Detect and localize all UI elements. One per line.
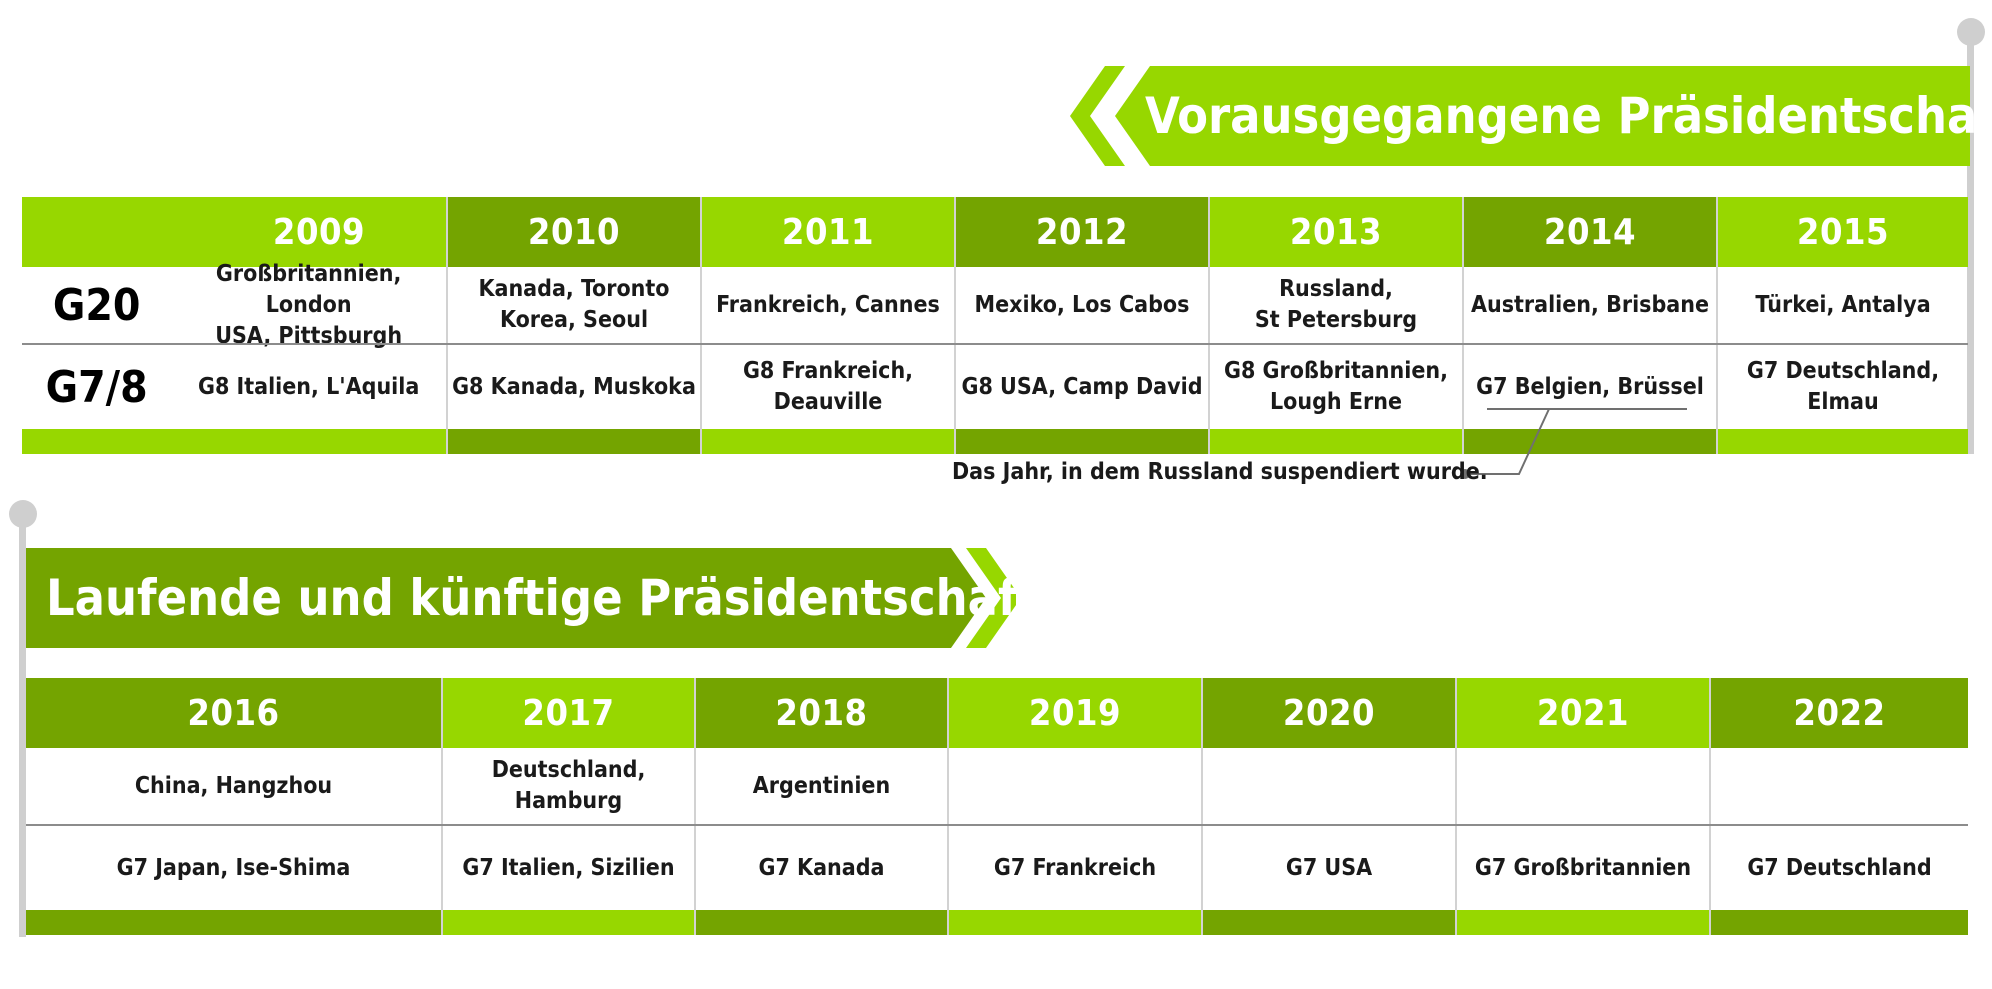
g7-location: G8 Großbritannien, Lough Erne [1210, 345, 1464, 429]
year-label: 2018 [775, 692, 868, 734]
footer-bar-segment [949, 910, 1203, 935]
year-cell-2021: 2021 [1457, 678, 1711, 748]
past-banner-shape [1070, 66, 1970, 166]
past-g20-row: G20 Großbritannien, London USA, Pittsbur… [22, 261, 1968, 349]
year-cell-2020: 2020 [1203, 678, 1457, 748]
g20-location [949, 748, 1203, 824]
footer-bar-segment [956, 429, 1210, 454]
g20-location: Argentinien [696, 748, 949, 824]
footer-bar-segment [702, 429, 956, 454]
footer-bar-segment [22, 429, 448, 454]
footer-bar-segment [448, 429, 702, 454]
year-label: 2013 [1289, 211, 1383, 253]
g20-location: Kanada, Toronto Korea, Seoul [448, 267, 702, 343]
year-label: 2010 [527, 211, 621, 253]
future-g7-row: G7 Japan, Ise-Shima G7 Italien, Sizilien… [26, 826, 1968, 910]
future-g20-row: China, Hangzhou Deutschland, Hamburg Arg… [26, 748, 1968, 824]
past-banner-title: Vorausgegangene Präsidentschaften [1145, 87, 1992, 145]
past-year-header-row: 2009 2010 2011 2012 2013 2014 2015 [22, 197, 1968, 267]
g20-location: Mexiko, Los Cabos [956, 267, 1210, 343]
g7-location: G7 Kanada [696, 826, 949, 910]
g20-location [1711, 748, 1968, 824]
g20-location [1457, 748, 1711, 824]
year-label: 2021 [1536, 692, 1630, 734]
year-label: 2019 [1028, 692, 1122, 734]
year-cell-2018: 2018 [696, 678, 949, 748]
footer-bar-segment [1711, 910, 1968, 935]
year-cell-2013: 2013 [1210, 197, 1464, 267]
year-cell-2009: 2009 [22, 197, 448, 267]
annotation-leader-line [1460, 408, 1687, 479]
g7-location: G7 Deutschland, Elmau [1746, 358, 1940, 415]
year-cell-2014: 2014 [1464, 197, 1718, 267]
row-divider [26, 824, 1968, 826]
g7-location: G7 Belgien, Brüssel [1464, 345, 1718, 429]
g20-location: Australien, Brisbane [1464, 267, 1718, 343]
footer-bar-segment [1464, 429, 1718, 454]
g7-location: G8 Italien, L'Aquila [197, 373, 420, 400]
year-label: 2015 [1796, 211, 1890, 253]
year-label: 2012 [1035, 211, 1129, 253]
past-footer-bar [22, 429, 1968, 454]
year-cell-2016: 2016 [26, 678, 443, 748]
g20-location: China, Hangzhou [26, 748, 443, 824]
g7-row-label: G7/8 [45, 361, 148, 413]
g7-location: G8 Kanada, Muskoka [448, 345, 702, 429]
year-label: 2016 [187, 692, 280, 734]
g20-location: Großbritannien, London USA, Pittsburgh [215, 260, 403, 349]
footer-bar-segment [1718, 429, 1968, 454]
year-label: 2011 [781, 211, 875, 253]
g7-location: G7 Großbritannien [1457, 826, 1711, 910]
future-presidencies-table: 2016 2017 2018 2019 2020 2021 2022 China… [26, 678, 1968, 935]
year-cell-2010: 2010 [448, 197, 702, 267]
g20-location: Frankreich, Cannes [702, 267, 956, 343]
g20-location [1203, 748, 1457, 824]
g7-location: G7 Japan, Ise-Shima [26, 826, 443, 910]
g7-location: G7 Italien, Sizilien [443, 826, 696, 910]
year-cell-2019: 2019 [949, 678, 1203, 748]
g20-location: Türkei, Antalya [1755, 291, 1931, 318]
footer-bar-segment [443, 910, 696, 935]
year-label: 2009 [272, 211, 366, 253]
footer-bar-segment [1457, 910, 1711, 935]
year-cell-2012: 2012 [956, 197, 1210, 267]
right-flagpole [1967, 30, 1974, 454]
g20-location: Deutschland, Hamburg [443, 748, 696, 824]
g7-location: G7 Frankreich [949, 826, 1203, 910]
year-label: 2014 [1543, 211, 1637, 253]
g20-row-label: G20 [52, 279, 141, 331]
past-g7-row: G7/8 G8 Italien, L'Aquila G8 Kanada, Mus… [22, 345, 1968, 429]
year-cell-2011: 2011 [702, 197, 956, 267]
future-footer-bar [26, 910, 1968, 935]
year-cell-2015: 2015 [1718, 197, 1968, 267]
footer-bar-segment [1203, 910, 1457, 935]
future-banner-shape [26, 548, 1016, 648]
g7-location: G8 USA, Camp David [956, 345, 1210, 429]
year-cell-2017: 2017 [443, 678, 696, 748]
row-divider [22, 343, 1968, 345]
year-label: 2017 [522, 692, 615, 734]
g20-location: Russland, St Petersburg [1210, 267, 1464, 343]
g7-location: G7 Deutschland [1747, 854, 1932, 881]
year-cell-2022: 2022 [1711, 678, 1968, 748]
past-presidencies-table: 2009 2010 2011 2012 2013 2014 2015 G20 G… [22, 197, 1968, 454]
right-flagpole-knob [1957, 18, 1985, 46]
year-label: 2022 [1793, 692, 1886, 734]
g7-location: G7 USA [1203, 826, 1457, 910]
future-banner-title: Laufende und künftige Präsidentschaften [46, 569, 1102, 627]
left-flagpole-knob [9, 500, 37, 528]
annotation-text: Das Jahr, in dem Russland suspendiert wu… [952, 459, 1488, 485]
g20-cell-2009: G20 Großbritannien, London USA, Pittsbur… [22, 261, 448, 349]
g7-cell-2009: G7/8 G8 Italien, L'Aquila [22, 345, 448, 429]
footer-bar-segment [1210, 429, 1464, 454]
year-label: 2020 [1282, 692, 1376, 734]
g7-location: G8 Frankreich, Deauville [702, 345, 956, 429]
footer-bar-segment [696, 910, 949, 935]
future-year-header-row: 2016 2017 2018 2019 2020 2021 2022 [26, 678, 1968, 748]
left-flagpole [19, 512, 26, 937]
footer-bar-segment [26, 910, 443, 935]
